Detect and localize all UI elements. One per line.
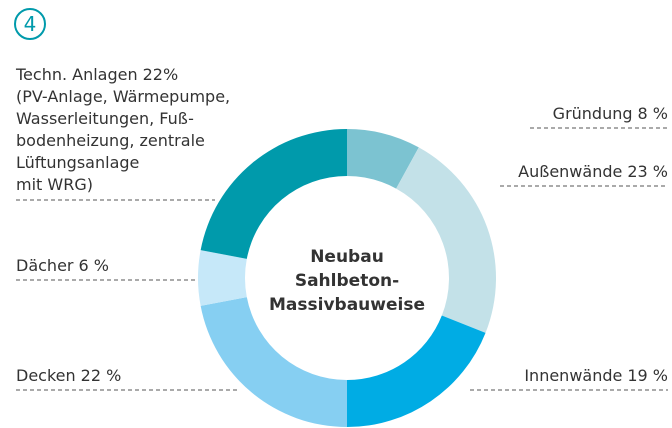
detail-line: Wasserleitungen, Fuß- (16, 109, 194, 128)
detail-line: mit WRG) (16, 175, 93, 194)
value-label: 22 % (81, 366, 122, 385)
value-label: 8 % (638, 104, 668, 123)
category-name: Gründung (553, 104, 633, 123)
value-label: 23 % (627, 162, 668, 181)
badge-circle (14, 8, 46, 40)
center-label: Neubau (310, 247, 384, 267)
value-label: 6 % (78, 256, 108, 275)
donut-segment (347, 315, 486, 427)
donut-segment (198, 250, 247, 306)
detail-line: Lüftungsanlage (16, 153, 139, 172)
category-name: Dächer (16, 256, 74, 275)
category-name: Außenwände (518, 162, 622, 181)
donut-segment (396, 147, 496, 333)
donut-segment (200, 129, 347, 259)
center-label: Massivbauweise (269, 295, 425, 315)
slice-label: Außenwände 23 % (518, 162, 668, 181)
slice-label: Techn. Anlagen 22% (15, 65, 178, 84)
donut-segment (347, 129, 419, 189)
detail-line: (PV-Anlage, Wärmepumpe, (16, 87, 230, 106)
badge: 4 (24, 12, 37, 36)
detail-line: bodenheizung, zentrale (16, 131, 205, 150)
category-name: Decken (16, 366, 76, 385)
value-label: 19 % (627, 366, 668, 385)
donut-segment (200, 297, 347, 428)
category-name: Techn. Anlagen (15, 65, 138, 84)
center-label: Sahlbeton- (295, 271, 399, 291)
category-name: Innenwände (524, 366, 622, 385)
value-label: 22% (143, 65, 179, 84)
slice-label: Decken 22 % (16, 366, 121, 385)
slice-label: Innenwände 19 % (524, 366, 668, 385)
slice-label: Dächer 6 % (16, 256, 109, 275)
slice-label: Gründung 8 % (553, 104, 668, 123)
